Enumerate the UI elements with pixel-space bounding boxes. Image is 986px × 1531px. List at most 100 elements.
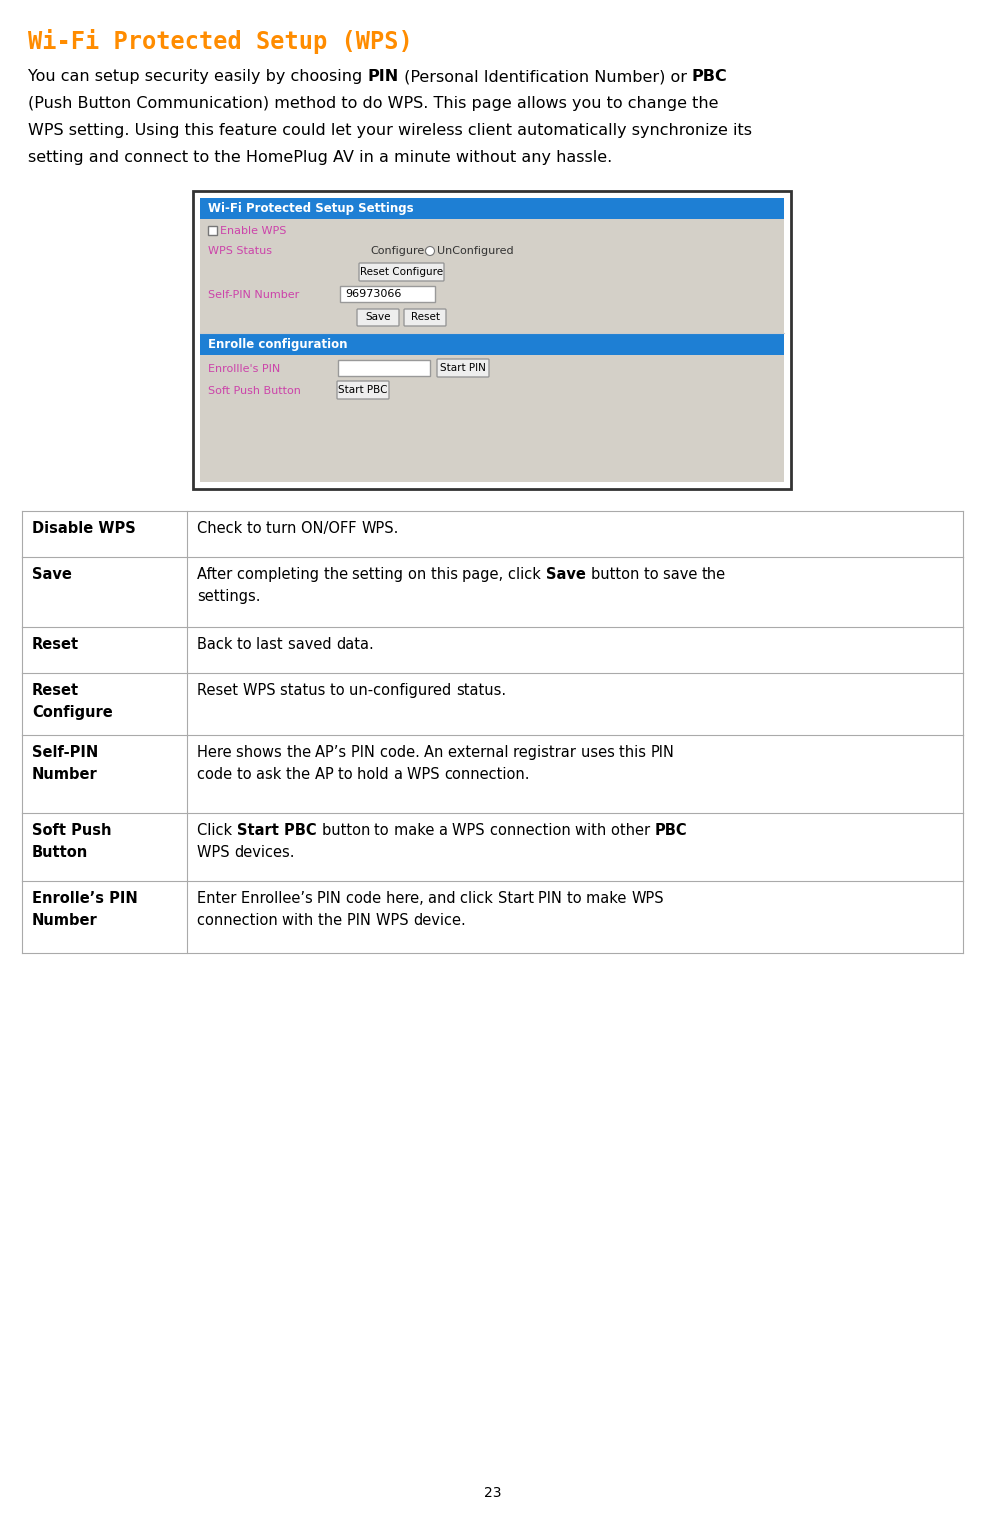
Bar — [187, 674, 963, 735]
Text: status.: status. — [456, 683, 506, 698]
Text: Wi-Fi Protected Setup (WPS): Wi-Fi Protected Setup (WPS) — [28, 29, 413, 54]
Text: WPS: WPS — [407, 767, 445, 782]
Text: WPS: WPS — [453, 824, 490, 837]
FancyBboxPatch shape — [404, 309, 446, 326]
Text: on: on — [408, 566, 431, 582]
Text: An: An — [424, 746, 448, 759]
Text: code: code — [346, 891, 386, 906]
Text: page,: page, — [462, 566, 508, 582]
Text: un-configured: un-configured — [349, 683, 456, 698]
Text: PIN: PIN — [347, 912, 376, 928]
Text: Enrolle’s PIN
Number: Enrolle’s PIN Number — [32, 891, 138, 928]
Text: devices.: devices. — [235, 845, 295, 860]
Text: the: the — [286, 767, 315, 782]
Text: Soft Push
Button: Soft Push Button — [32, 824, 111, 859]
Text: Self-PIN Number: Self-PIN Number — [208, 289, 299, 300]
Text: Start PBC: Start PBC — [338, 384, 387, 395]
Text: Start: Start — [498, 891, 538, 906]
Text: to: to — [330, 683, 349, 698]
Text: to: to — [237, 767, 256, 782]
Text: code: code — [197, 767, 237, 782]
Text: to: to — [567, 891, 586, 906]
Text: WPS: WPS — [631, 891, 664, 906]
Text: (Personal Identification Number) or: (Personal Identification Number) or — [398, 69, 692, 84]
Text: Enable WPS: Enable WPS — [220, 227, 286, 236]
Bar — [187, 813, 963, 880]
Text: shows: shows — [237, 746, 287, 759]
Text: last: last — [256, 637, 288, 652]
Text: Save: Save — [545, 566, 591, 582]
Text: PIN: PIN — [538, 891, 567, 906]
Text: data.: data. — [336, 637, 374, 652]
Text: Save: Save — [365, 312, 390, 323]
Bar — [187, 511, 963, 557]
FancyBboxPatch shape — [357, 309, 399, 326]
Text: the: the — [702, 566, 726, 582]
Text: Reset
Configure: Reset Configure — [32, 683, 112, 720]
Text: click: click — [508, 566, 545, 582]
Text: to: to — [237, 637, 256, 652]
Text: hold: hold — [357, 767, 393, 782]
Text: button: button — [321, 824, 375, 837]
Text: save: save — [663, 566, 702, 582]
Text: WPS.: WPS. — [361, 521, 398, 536]
Text: saved: saved — [288, 637, 336, 652]
Text: Save: Save — [32, 566, 72, 582]
Text: Configured: Configured — [370, 246, 432, 256]
Text: 96973066: 96973066 — [345, 289, 401, 299]
Text: AP’s: AP’s — [316, 746, 351, 759]
Bar — [200, 197, 784, 482]
Text: the: the — [323, 566, 352, 582]
Text: PIN: PIN — [651, 746, 674, 759]
Text: 23: 23 — [484, 1487, 502, 1500]
Bar — [340, 286, 435, 302]
Text: UnConfigured: UnConfigured — [437, 246, 514, 256]
Bar — [187, 557, 963, 628]
Text: turn: turn — [266, 521, 301, 536]
Text: settings.: settings. — [197, 589, 260, 605]
Text: Enrolle configuration: Enrolle configuration — [208, 338, 347, 351]
Text: click: click — [460, 891, 498, 906]
Text: with: with — [575, 824, 611, 837]
Bar — [22, 557, 187, 628]
Bar — [22, 735, 187, 813]
Text: completing: completing — [237, 566, 323, 582]
Text: to: to — [375, 824, 393, 837]
Bar — [187, 735, 963, 813]
Text: Click: Click — [197, 824, 237, 837]
Text: device.: device. — [413, 912, 465, 928]
Text: registrar: registrar — [514, 746, 581, 759]
Text: a: a — [393, 767, 407, 782]
Text: code.: code. — [380, 746, 424, 759]
Bar — [208, 227, 217, 234]
Text: to: to — [644, 566, 663, 582]
Text: this: this — [619, 746, 651, 759]
Text: Reset: Reset — [197, 683, 243, 698]
Text: make: make — [586, 891, 631, 906]
Text: Back: Back — [197, 637, 237, 652]
Text: WPS setting. Using this feature could let your wireless client automatically syn: WPS setting. Using this feature could le… — [28, 122, 752, 138]
Text: Enrollle's PIN: Enrollle's PIN — [208, 364, 280, 374]
Bar — [200, 334, 784, 355]
FancyBboxPatch shape — [337, 381, 389, 400]
Text: PIN: PIN — [351, 746, 380, 759]
Text: ask: ask — [256, 767, 286, 782]
Text: make: make — [393, 824, 439, 837]
Text: WPS: WPS — [197, 845, 235, 860]
Text: connection: connection — [490, 824, 575, 837]
Text: PIN: PIN — [368, 69, 398, 84]
Bar — [187, 628, 963, 674]
Text: to: to — [246, 521, 266, 536]
Text: Enter: Enter — [197, 891, 241, 906]
Text: setting and connect to the HomePlug AV in a minute without any hassle.: setting and connect to the HomePlug AV i… — [28, 150, 612, 165]
Text: other: other — [611, 824, 655, 837]
Text: setting: setting — [352, 566, 408, 582]
Text: PBC: PBC — [284, 824, 321, 837]
Text: Check: Check — [197, 521, 246, 536]
Text: this: this — [431, 566, 462, 582]
Text: to: to — [338, 767, 357, 782]
Text: You can setup security easily by choosing: You can setup security easily by choosin… — [28, 69, 368, 84]
Text: the: the — [287, 746, 316, 759]
Text: Reset: Reset — [410, 312, 440, 323]
Bar — [22, 880, 187, 952]
